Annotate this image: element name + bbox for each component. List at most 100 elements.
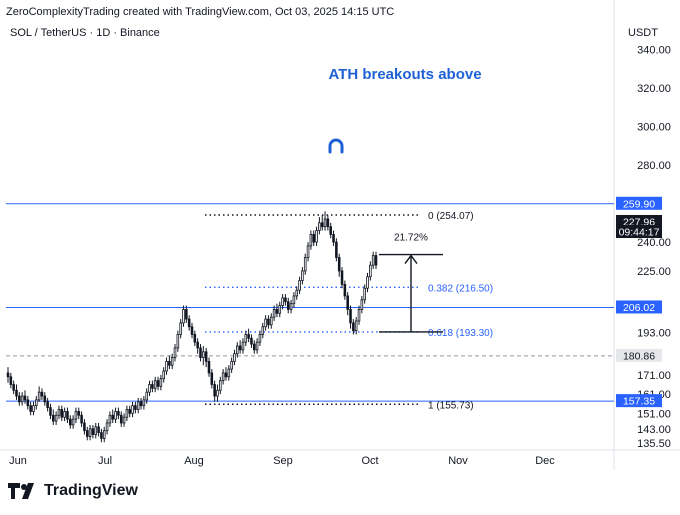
candle-body	[111, 414, 115, 420]
candle-body	[292, 295, 296, 305]
candle-body	[213, 384, 216, 397]
candle-body	[125, 409, 129, 418]
candle-body	[247, 334, 250, 339]
candle-body	[343, 284, 347, 297]
candle-body	[349, 309, 352, 324]
candle-body	[346, 295, 349, 310]
candle-body	[286, 301, 290, 310]
candle-body	[366, 276, 369, 289]
candle-body	[128, 409, 132, 414]
candle-body	[139, 401, 143, 407]
price-label-text: 157.35	[623, 396, 655, 408]
candle-body	[238, 345, 242, 351]
candle-body	[35, 399, 38, 407]
y-tick-label: 240.00	[637, 237, 671, 249]
x-tick-label: Sep	[273, 455, 293, 467]
candle-body	[43, 395, 47, 403]
candle-body	[323, 218, 327, 228]
candle-body	[63, 411, 66, 418]
candle-body	[105, 422, 109, 432]
candle-body	[142, 399, 146, 407]
candle-body	[340, 270, 344, 285]
y-tick-label: 320.00	[637, 83, 671, 95]
candle-body	[52, 414, 55, 422]
candle-body	[179, 322, 182, 335]
currency-label[interactable]: USDT	[628, 27, 658, 39]
candle-body	[9, 376, 13, 385]
candle-body	[159, 378, 163, 387]
candle-body	[83, 422, 86, 432]
candle-body	[187, 318, 191, 328]
candle-body	[85, 430, 89, 437]
candle-body	[219, 380, 222, 391]
candle-body	[162, 370, 165, 380]
candle-body	[216, 389, 219, 397]
candle-body	[77, 411, 81, 416]
time-axis: Jun Jul Aug Sep Oct Nov Dec	[9, 455, 555, 467]
price-label-text: 206.02	[623, 302, 655, 314]
chart-grid	[0, 0, 680, 470]
candle-body	[71, 418, 75, 426]
candle-body	[278, 305, 282, 314]
candle-body	[119, 414, 123, 424]
candle-body	[46, 401, 49, 408]
symbol-title[interactable]: SOL / TetherUS · 1D · Binance	[10, 27, 160, 39]
measure-percent-label: 21.72%	[394, 233, 428, 244]
candle-body	[176, 334, 180, 349]
price-label-box	[616, 225, 662, 238]
candle-body	[54, 414, 58, 422]
x-tick-label: Aug	[184, 455, 204, 467]
x-tick-label: Dec	[535, 455, 555, 467]
candle-body	[252, 343, 256, 351]
candle-body	[312, 233, 316, 243]
candle-body	[80, 414, 83, 424]
candle-body	[269, 316, 273, 326]
y-tick-label: 171.00	[637, 370, 671, 382]
candle-body	[295, 289, 299, 297]
tradingview-logo-icon	[8, 483, 34, 499]
candle-body	[23, 395, 27, 401]
price-label-box	[616, 196, 662, 210]
candle-body	[309, 233, 313, 247]
x-tick-label: Oct	[361, 455, 378, 467]
x-tick-label: Nov	[448, 455, 468, 467]
candle-body	[100, 432, 103, 439]
candle-body	[168, 360, 171, 366]
price-label-box	[616, 300, 662, 314]
candle-body	[153, 380, 157, 389]
candle-body	[303, 257, 307, 272]
candle-body	[221, 372, 225, 382]
candle-body	[134, 405, 137, 410]
candle-body	[57, 409, 61, 416]
candle-body	[236, 345, 239, 355]
candle-body	[136, 401, 140, 410]
ath-breakout-note[interactable]: ATH breakouts above	[328, 66, 481, 83]
candle-body	[40, 391, 44, 397]
candle-body	[255, 341, 259, 351]
candle-body	[18, 395, 21, 403]
candle-body	[233, 353, 236, 362]
candle-body	[91, 428, 95, 435]
magnet-icon	[328, 138, 344, 154]
candle-body	[20, 395, 24, 403]
annotations: ATH breakouts above	[328, 66, 482, 154]
candle-body	[97, 426, 100, 434]
candle-body	[26, 399, 30, 407]
candle-body	[6, 372, 10, 378]
candle-body	[122, 416, 126, 424]
candle-body	[32, 405, 35, 412]
candle-body	[352, 322, 355, 332]
candle-body	[230, 360, 233, 370]
candle-body	[68, 418, 72, 426]
candle-body	[326, 218, 330, 228]
price-label-text: 180.86	[623, 350, 655, 362]
candle-body	[156, 380, 160, 387]
candle-body	[264, 318, 267, 328]
candle-body	[258, 334, 262, 343]
candle-body	[371, 255, 375, 266]
price-label-text: 259.90	[623, 198, 655, 210]
candle-body	[357, 309, 361, 322]
fib-level-label: 1 (155.73)	[428, 400, 474, 411]
horizontal-levels	[6, 203, 614, 402]
